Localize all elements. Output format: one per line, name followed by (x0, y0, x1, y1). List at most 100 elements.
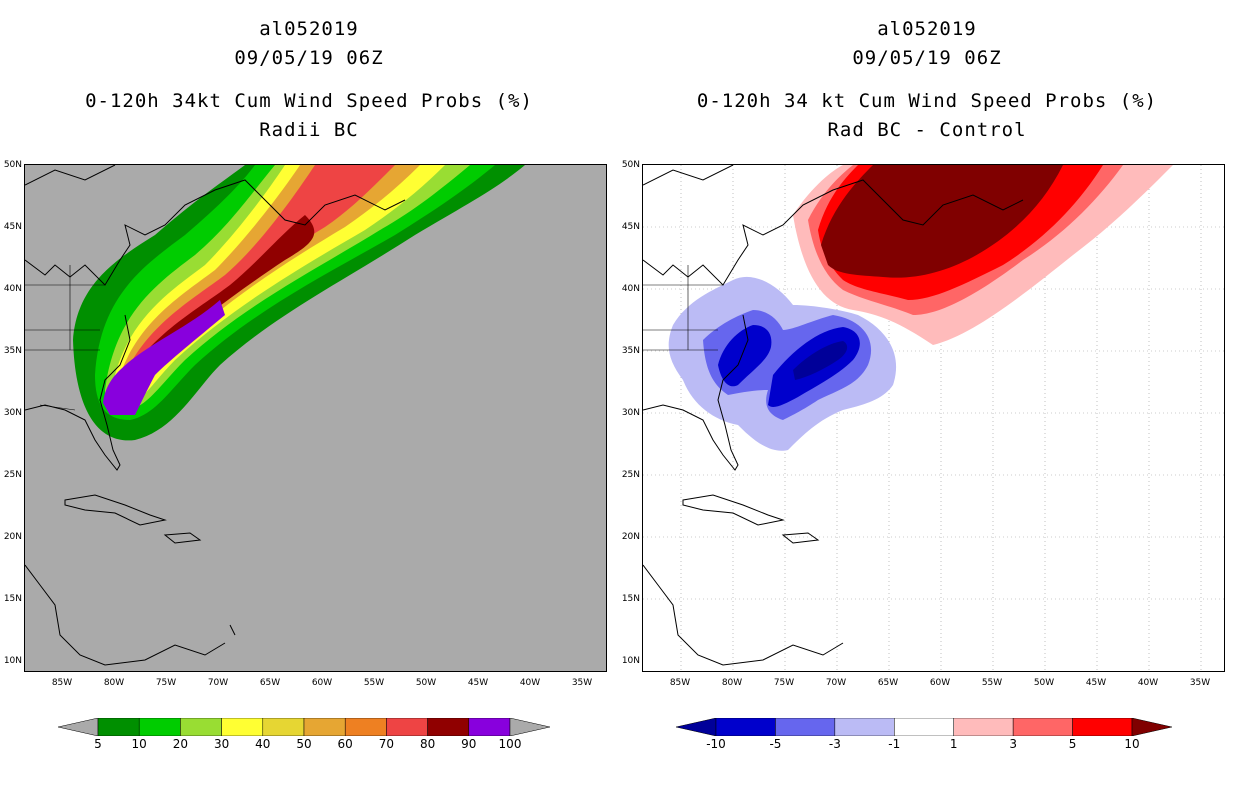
colorbar-swatch (221, 718, 264, 736)
colorbar-label: -5 (769, 737, 782, 751)
lat-label: 10N (3, 656, 22, 666)
lat-label: 20N (3, 532, 22, 542)
colorbar-label: -3 (828, 737, 841, 751)
swath-70 (115, 165, 395, 405)
colorbar-swatch (386, 718, 428, 736)
lat-label: 25N (3, 470, 22, 480)
colorbar-swatch (468, 718, 511, 736)
right-colorbar (676, 718, 1172, 736)
probability-swath (73, 165, 525, 441)
colorbar-label: 5 (94, 737, 102, 751)
lon-label: 45W (467, 678, 489, 688)
lon-label: 50W (1033, 678, 1055, 688)
left-storm-id: al052019 (259, 18, 359, 40)
colorbar-swatch (1012, 718, 1073, 736)
swath-30 (110, 165, 445, 407)
lat-label: 50N (621, 160, 640, 170)
colorbar-label: 40 (255, 737, 271, 751)
colorbar-swatch (97, 718, 140, 736)
left-probability-map (24, 164, 607, 672)
left-product-title: 0-120h 34kt Cum Wind Speed Probs (%) (85, 90, 533, 112)
lon-label: 65W (877, 678, 899, 688)
lon-label: 70W (207, 678, 229, 688)
colorbar-label: 30 (213, 737, 230, 751)
lon-label: 75W (773, 678, 795, 688)
lon-label: 60W (929, 678, 951, 688)
colorbar-label: -10 (706, 737, 726, 751)
colorbar-swatch (953, 718, 1014, 736)
colorbar-label: 3 (1009, 737, 1017, 751)
colorbar-label: 10 (1124, 737, 1140, 751)
swath-100 (103, 300, 225, 415)
lat-label: 40N (3, 284, 22, 294)
lon-label: 65W (259, 678, 281, 688)
colorbar-swatch (894, 718, 954, 736)
colorbar-swatch (262, 718, 305, 736)
colorbar-label: 80 (419, 737, 436, 751)
lat-label: 10N (621, 656, 640, 666)
colorbar-label: 20 (172, 737, 189, 751)
colorbar-label: 1 (949, 737, 958, 751)
swath-50 (113, 165, 420, 405)
colorbar-label: 10 (131, 737, 147, 751)
colorbar-low-end (58, 718, 99, 736)
coastlines (25, 165, 406, 666)
lon-label: 45W (1085, 678, 1107, 688)
right-product-title: 0-120h 34 kt Cum Wind Speed Probs (%) (696, 90, 1158, 112)
colorbar-label: 60 (337, 737, 353, 751)
lon-label: 40W (1137, 678, 1159, 688)
negative-difference (668, 276, 897, 451)
colorbar-label: -1 (888, 737, 901, 751)
colorbar-high-end (509, 718, 550, 736)
lat-label: 15N (3, 594, 22, 604)
lon-label: 60W (311, 678, 333, 688)
lat-label: 35N (621, 346, 640, 356)
left-map-graphic (25, 165, 525, 666)
positive-difference (793, 165, 1173, 345)
lon-label: 55W (363, 678, 385, 688)
right-storm-id: al052019 (877, 18, 977, 40)
right-map-graphic (643, 165, 1224, 671)
lat-label: 35N (3, 346, 22, 356)
lat-label: 30N (621, 408, 640, 418)
colorbar-swatch (775, 718, 836, 736)
right-difference-map (642, 164, 1225, 672)
lon-label: 80W (103, 678, 125, 688)
lon-label: 75W (155, 678, 177, 688)
colorbar-label: 50 (296, 737, 312, 751)
left-subtitle: Radii BC (259, 119, 359, 141)
lon-label: 35W (571, 678, 593, 688)
lon-label: 55W (981, 678, 1003, 688)
swath-20 (105, 165, 470, 410)
lat-label: 45N (621, 222, 640, 232)
lat-label: 40N (621, 284, 640, 294)
swath-10 (95, 165, 495, 420)
left-colorbar (58, 718, 550, 736)
colorbar-swatch (834, 718, 895, 736)
right-datetime: 09/05/19 06Z (852, 47, 1002, 69)
lon-label: 85W (669, 678, 691, 688)
colorbar-swatch (1072, 718, 1133, 736)
lat-label: 25N (621, 470, 640, 480)
colorbar-swatch (715, 718, 776, 736)
colorbar-label: 5 (1068, 737, 1077, 751)
political-borders (25, 265, 105, 411)
lon-label: 40W (519, 678, 541, 688)
colorbar-swatch (180, 718, 222, 736)
left-panel: al052019 09/05/19 06Z 0-120h 34kt Cum Wi… (3, 18, 607, 751)
lon-label: 80W (721, 678, 743, 688)
left-datetime: 09/05/19 06Z (234, 47, 384, 69)
colorbar-swatch (138, 718, 181, 736)
lon-label: 35W (1189, 678, 1211, 688)
colorbar-label: 100 (498, 737, 522, 751)
colorbar-label: 70 (378, 737, 395, 751)
colorbar-swatch (303, 718, 346, 736)
coastlines (643, 165, 1024, 666)
right-subtitle: Rad BC - Control (827, 119, 1027, 141)
lat-label: 20N (621, 532, 640, 542)
colorbar-swatch (344, 718, 387, 736)
political-borders (643, 265, 723, 351)
lon-label: 50W (415, 678, 437, 688)
colorbar-label: 90 (461, 737, 477, 751)
lat-label: 30N (3, 408, 22, 418)
